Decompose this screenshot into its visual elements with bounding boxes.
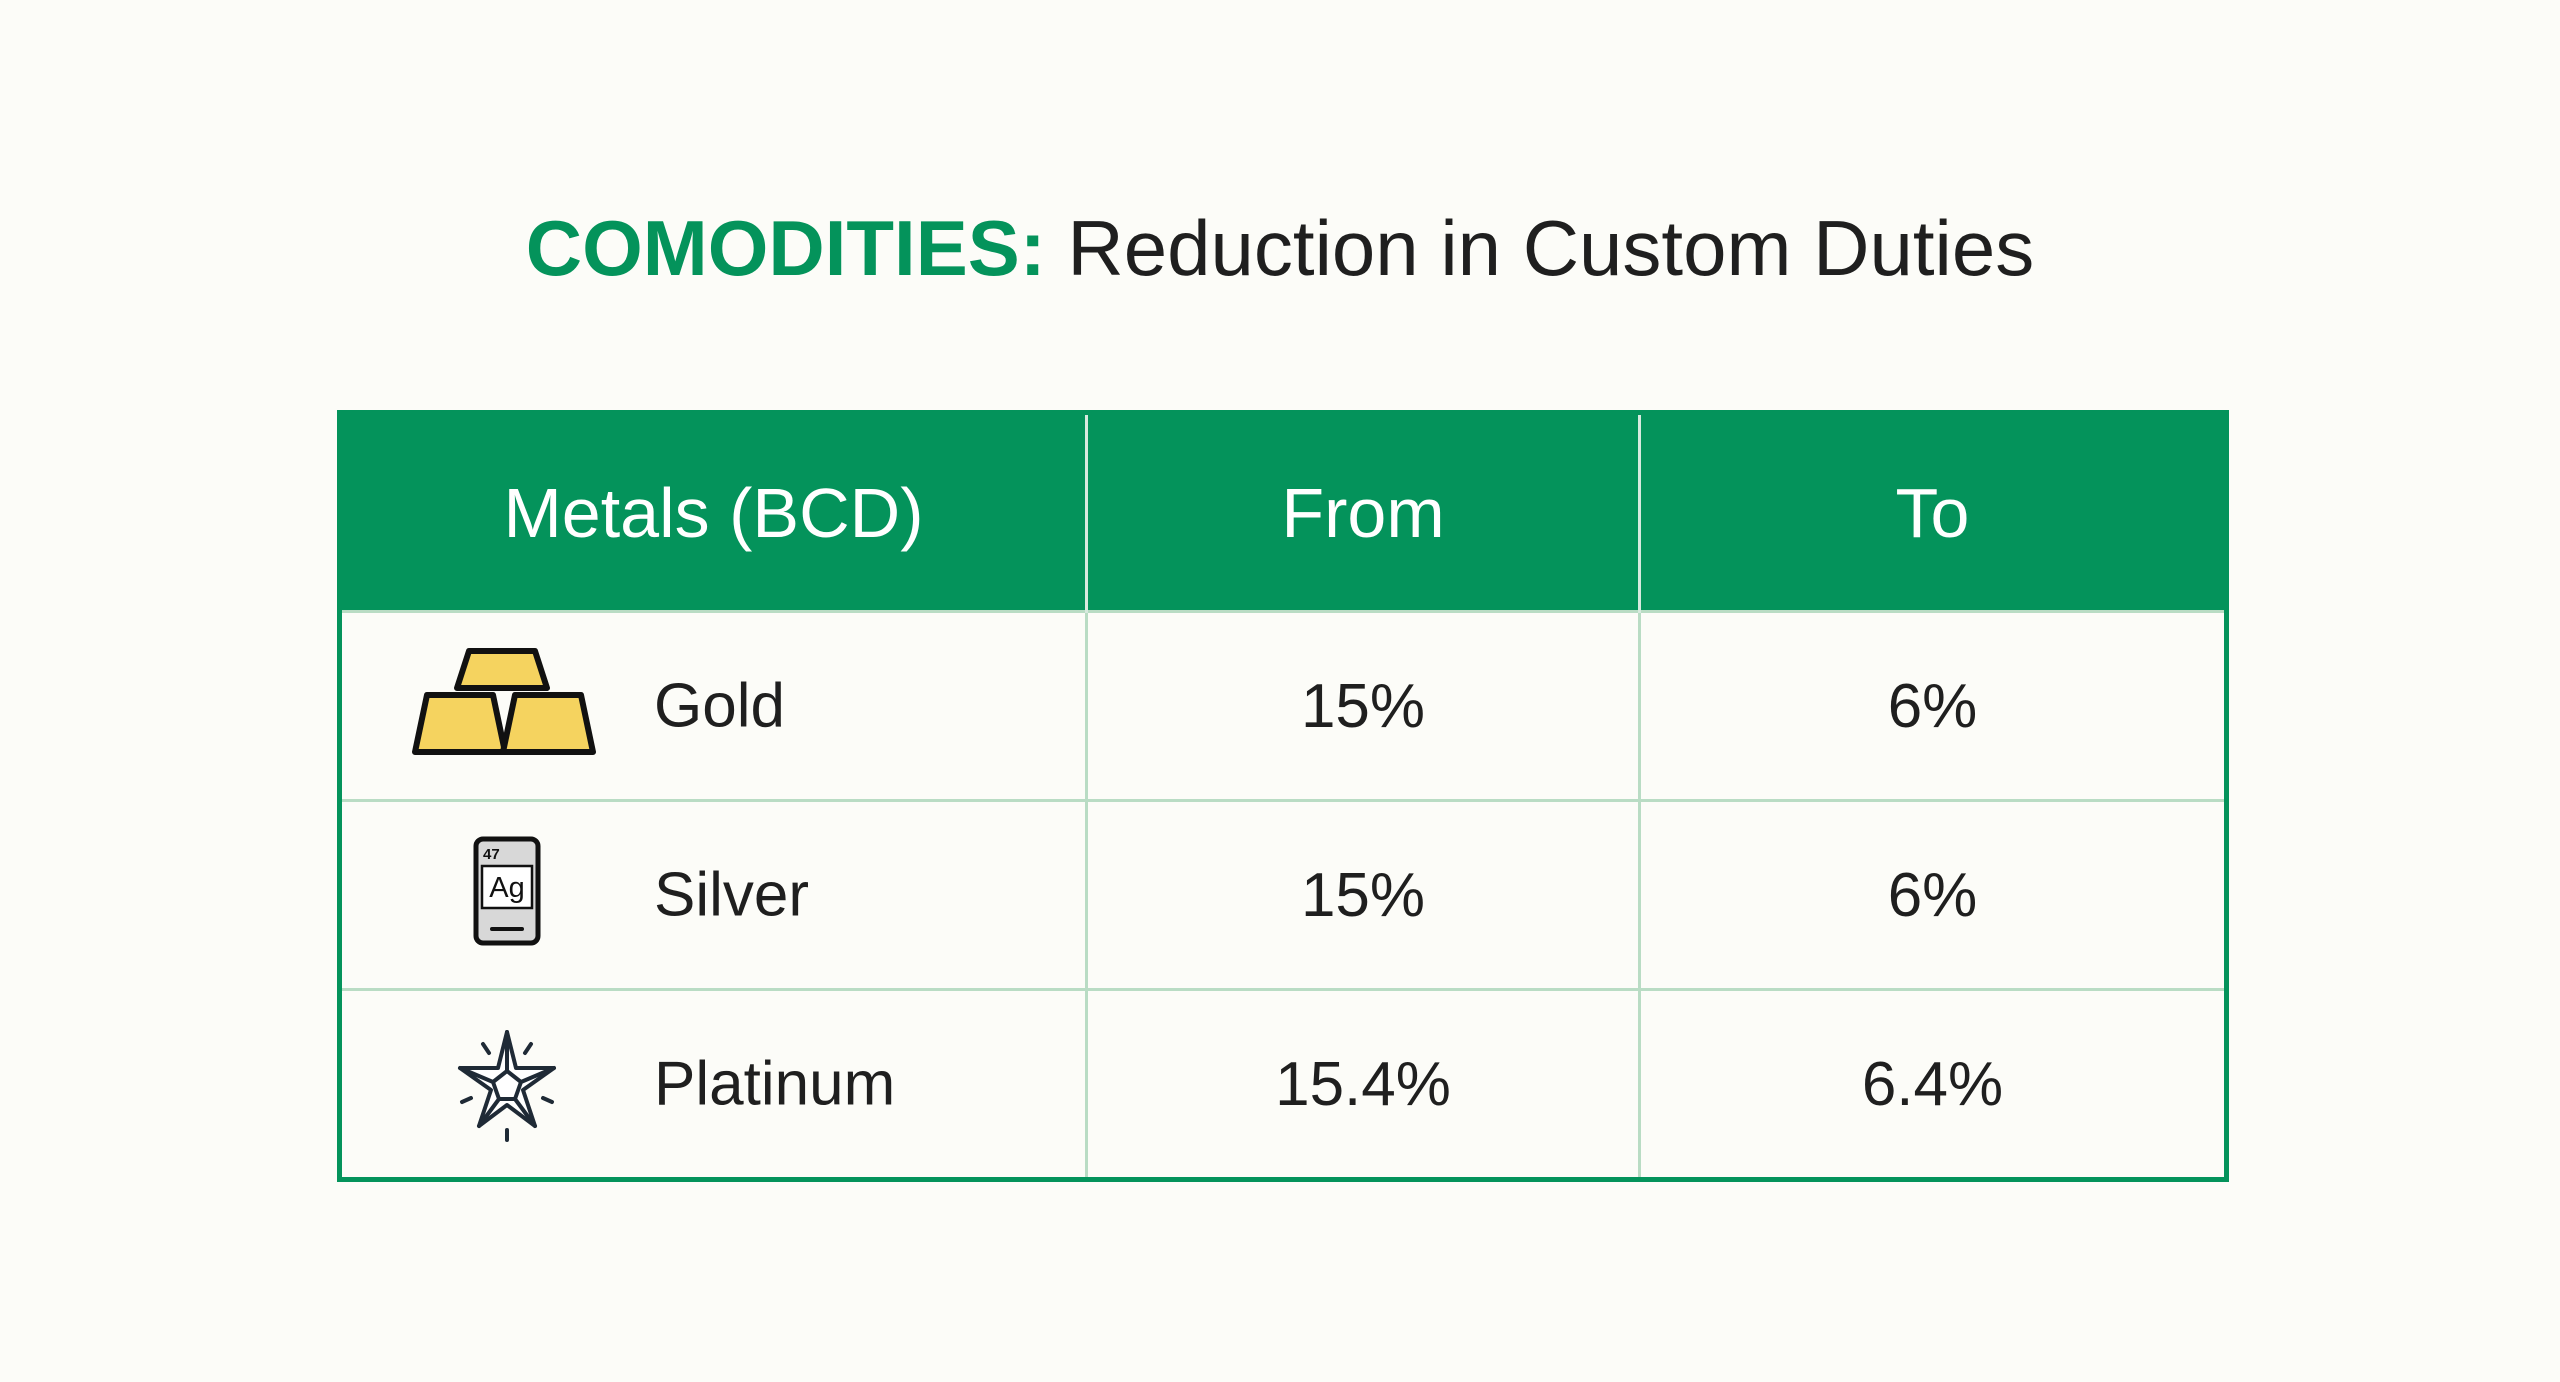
from-value-silver: 15% — [1085, 799, 1640, 990]
table-row: Platinum 15.4% 6.4% — [339, 988, 2227, 1180]
page-title: COMODITIES: Reduction in Custom Duties — [0, 198, 2560, 298]
table-header-row: Metals (BCD) From To — [339, 412, 2227, 612]
metal-name-gold: Gold — [654, 671, 785, 741]
platinum-star-icon — [407, 1024, 607, 1144]
title-rest: Reduction in Custom Duties — [1045, 204, 2035, 292]
metal-cell-silver: 47 Ag Silver — [339, 799, 1087, 990]
silver-atomic-number: 47 — [483, 846, 500, 863]
silver-element-symbol: Ag — [489, 872, 524, 904]
to-value-platinum: 6.4% — [1638, 988, 2227, 1180]
header-from: From — [1085, 412, 1640, 612]
from-value-platinum: 15.4% — [1085, 988, 1640, 1180]
metal-cell-platinum: Platinum — [339, 988, 1087, 1180]
header-metals: Metals (BCD) — [339, 412, 1087, 612]
to-value-silver: 6% — [1638, 799, 2227, 990]
from-value-gold: 15% — [1085, 610, 1640, 801]
duties-table: Metals (BCD) From To — [337, 410, 2229, 1182]
table-row: Gold 15% 6% — [339, 610, 2227, 801]
title-accent: COMODITIES: — [525, 204, 1046, 292]
silver-element-icon: 47 Ag — [407, 835, 607, 955]
gold-bars-icon — [407, 646, 607, 766]
metal-name-platinum: Platinum — [654, 1049, 896, 1119]
header-to: To — [1638, 412, 2227, 612]
to-value-gold: 6% — [1638, 610, 2227, 801]
metal-name-silver: Silver — [654, 860, 810, 930]
table-row: 47 Ag Silver 15% 6% — [339, 799, 2227, 990]
metal-cell-gold: Gold — [339, 610, 1087, 801]
